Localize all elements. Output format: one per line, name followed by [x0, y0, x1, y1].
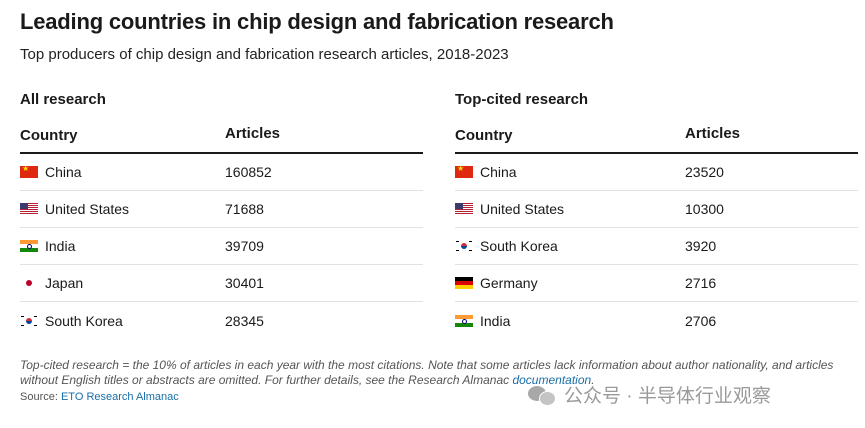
country-cell: India — [20, 238, 225, 254]
footnote-text: Top-cited research = the 10% of articles… — [20, 358, 834, 387]
country-name: United States — [480, 201, 565, 217]
table-row: China 23520 — [455, 154, 858, 191]
country-cell: Japan — [20, 275, 225, 291]
page-title: Leading countries in chip design and fab… — [20, 9, 614, 34]
country-name: India — [480, 312, 511, 329]
flag-korea-icon — [455, 240, 473, 252]
country-cell: Germany — [455, 275, 685, 291]
country-cell: South Korea — [20, 313, 225, 329]
articles-cell: 39709 — [225, 238, 264, 254]
flag-india-icon — [455, 314, 473, 327]
articles-cell: 28345 — [225, 312, 264, 329]
table-top-cited-research: Top-cited research Country Articles Chin… — [455, 90, 858, 339]
table-row: United States 10300 — [455, 191, 858, 228]
articles-cell: 160852 — [225, 164, 272, 180]
table-body: China 160852 United States 71688 India 39709 J… — [20, 154, 423, 339]
table-row: India 39709 — [20, 228, 423, 265]
country-name: India — [45, 238, 76, 254]
country-name: China — [480, 164, 517, 180]
flag-china-icon — [455, 166, 473, 178]
country-name: Germany — [480, 275, 538, 291]
flag-china-icon — [20, 166, 38, 178]
table-body: China 23520 United States 10300 South Korea 3… — [455, 154, 858, 339]
table-row: India 2706 — [455, 302, 858, 339]
documentation-link[interactable]: documentation — [512, 373, 592, 387]
source-link[interactable]: ETO Research Almanac — [60, 391, 179, 403]
column-header-articles: Articles — [225, 125, 281, 142]
source-line: Source: ETO Research Almanac — [20, 391, 179, 403]
flag-germany-icon — [455, 277, 473, 289]
country-cell: United States — [455, 201, 685, 217]
country-name: South Korea — [45, 312, 123, 329]
country-cell: South Korea — [455, 238, 685, 254]
column-header-country: Country — [20, 127, 78, 144]
table-row: South Korea 28345 — [20, 302, 423, 339]
country-cell: China — [455, 164, 685, 180]
source-label: Source: — [20, 391, 61, 403]
country-cell: China — [20, 164, 225, 180]
articles-cell: 71688 — [225, 201, 264, 217]
country-name: United States — [45, 201, 130, 217]
table-row: United States 71688 — [20, 191, 423, 228]
wechat-icon — [528, 384, 556, 406]
flag-korea-icon — [20, 314, 38, 327]
articles-cell: 30401 — [225, 275, 264, 291]
table-header: Country Articles — [20, 120, 423, 154]
table-all-research: All research Country Articles China 16085… — [20, 90, 423, 339]
flag-us-icon — [455, 203, 473, 215]
page-subtitle: Top producers of chip design and fabrica… — [20, 46, 509, 63]
country-name: China — [45, 164, 82, 180]
column-header-articles: Articles — [685, 125, 741, 142]
articles-cell: 2716 — [685, 275, 717, 291]
column-header-country: Country — [455, 127, 513, 144]
table-header: Country Articles — [455, 120, 858, 154]
articles-cell: 23520 — [685, 164, 724, 180]
table-row: Germany 2716 — [455, 265, 858, 302]
table-title: All research — [20, 91, 106, 108]
flag-japan-icon — [20, 277, 38, 289]
watermark: 公众号 · 半导体行业观察 — [528, 381, 771, 408]
table-row: South Korea 3920 — [455, 228, 858, 265]
country-name: Japan — [45, 275, 84, 291]
flag-us-icon — [20, 203, 38, 215]
articles-cell: 3920 — [685, 238, 717, 254]
flag-india-icon — [20, 240, 38, 252]
footnote-end: . — [591, 373, 595, 387]
country-cell: India — [455, 313, 685, 329]
table-row: Japan 30401 — [20, 265, 423, 302]
country-cell: United States — [20, 201, 225, 217]
country-name: South Korea — [480, 238, 558, 254]
articles-cell: 2706 — [685, 312, 717, 329]
articles-cell: 10300 — [685, 201, 724, 217]
table-title: Top-cited research — [455, 91, 589, 108]
watermark-text: 公众号 · 半导体行业观察 — [564, 386, 771, 407]
footnote: Top-cited research = the 10% of articles… — [20, 358, 860, 388]
table-row: China 160852 — [20, 154, 423, 191]
